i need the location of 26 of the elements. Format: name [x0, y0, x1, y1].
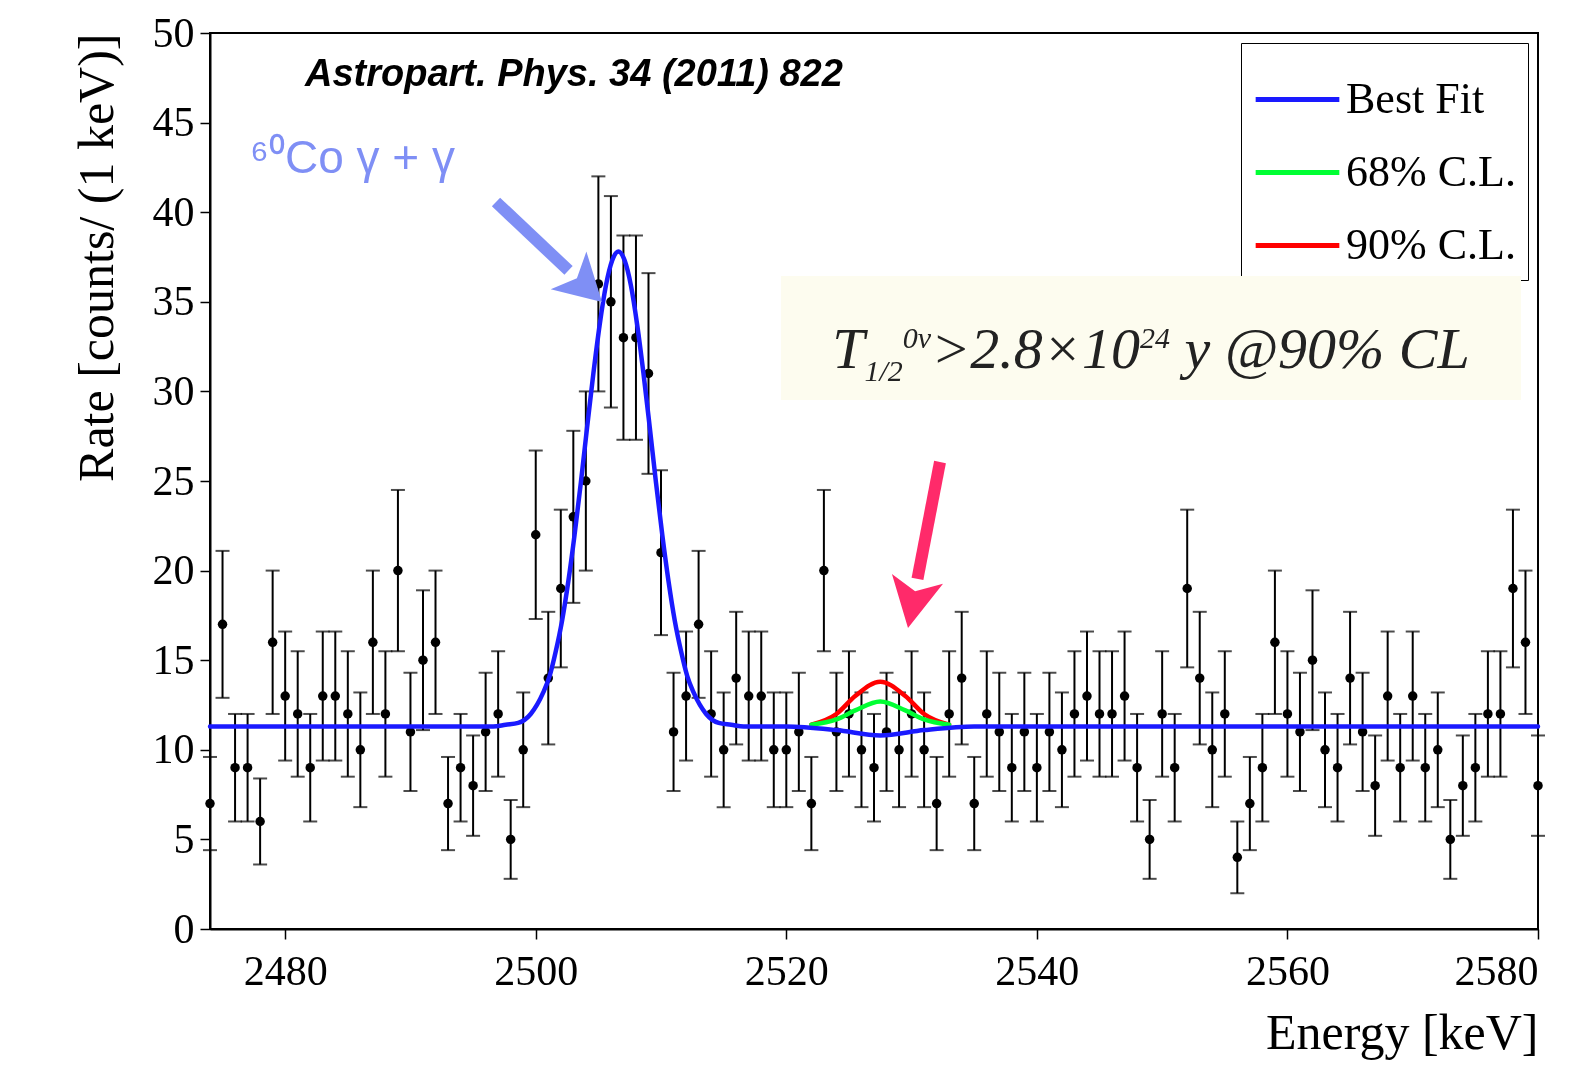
- y-tick-label: 25: [152, 457, 195, 504]
- x-tick-label: 2480: [243, 947, 328, 994]
- y-tick-label: 15: [152, 636, 195, 683]
- y-tick-label: 40: [152, 188, 195, 235]
- x-tick-label: 2540: [995, 947, 1080, 994]
- y-tick-label: 35: [152, 278, 195, 325]
- y-axis-title: Rate [counts/ (1 keV)]: [67, 33, 124, 482]
- y-tick-label: 20: [152, 547, 195, 594]
- x-tick-label: 2520: [744, 947, 829, 994]
- y-tick-label: 50: [152, 9, 195, 56]
- y-tick-label: 5: [173, 815, 195, 862]
- legend-label: Best Fit: [1346, 73, 1485, 123]
- x-tick-label: 2560: [1245, 947, 1330, 994]
- y-tick-label: 30: [152, 367, 195, 414]
- annotation: T$_{1/2}$$^{0ν}$>2.8×10$^{24}$ y @90% CL: [781, 276, 1521, 400]
- y-tick-label: 10: [152, 726, 195, 773]
- annotation: Astropart. Phys. 34 (2011) 822: [305, 52, 843, 95]
- y-tick-label: 0: [173, 905, 195, 952]
- x-axis-title: Energy [keV]: [1265, 1003, 1539, 1060]
- y-tick-label: 45: [152, 99, 195, 146]
- line-series: [809, 699, 952, 727]
- x-tick-label: 2500: [494, 947, 579, 994]
- legend-label: 68% C.L.: [1346, 146, 1516, 196]
- annotation: ⁶⁰Co γ + γ: [250, 130, 455, 185]
- x-tick-label: 2580: [1454, 947, 1539, 994]
- legend-label: 90% C.L.: [1346, 219, 1516, 269]
